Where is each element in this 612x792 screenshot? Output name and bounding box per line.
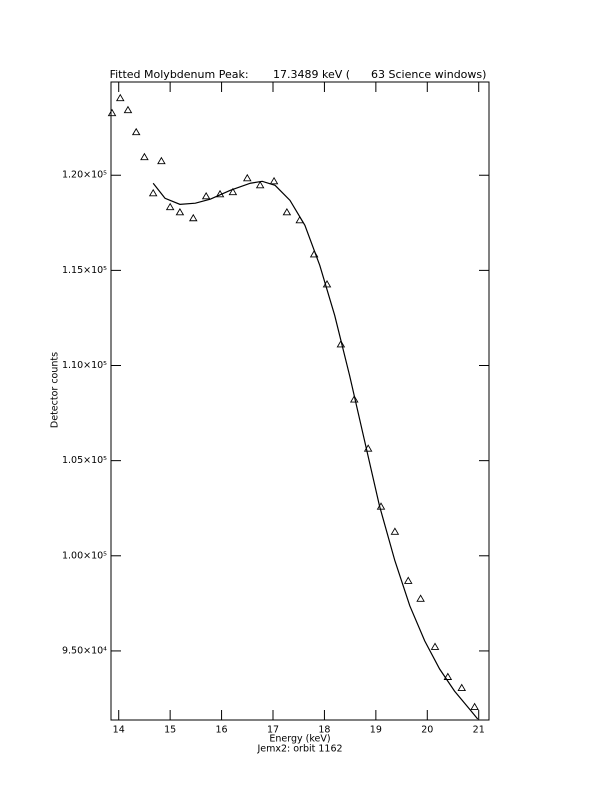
x-tick-label: 19 bbox=[370, 725, 382, 736]
data-point bbox=[282, 207, 292, 216]
data-point bbox=[123, 105, 133, 114]
data-point bbox=[175, 207, 185, 216]
plot-frame bbox=[110, 81, 490, 721]
x-tick-label: 14 bbox=[113, 725, 125, 736]
data-point bbox=[157, 156, 166, 165]
data-point bbox=[148, 188, 158, 197]
data-point bbox=[140, 152, 149, 161]
data-point bbox=[430, 642, 440, 650]
data-point bbox=[457, 683, 467, 691]
data-point bbox=[403, 576, 413, 584]
data-point bbox=[269, 176, 279, 185]
x-tick-label: 16 bbox=[216, 725, 228, 736]
y-axis-label: Detector counts bbox=[50, 352, 61, 428]
y-tick-label: 1.00×10⁵ bbox=[62, 550, 107, 561]
data-point bbox=[165, 202, 175, 211]
data-point bbox=[201, 191, 211, 200]
x-tick-label: 17 bbox=[267, 725, 279, 736]
fit-line bbox=[152, 180, 479, 720]
data-point bbox=[416, 594, 425, 602]
data-point bbox=[443, 672, 453, 680]
x-axis-label: Energy (keV) bbox=[269, 734, 330, 745]
y-tick-label: 1.10×10⁵ bbox=[62, 360, 107, 371]
x-tick-label: 18 bbox=[318, 725, 330, 736]
data-point bbox=[243, 173, 252, 182]
data-point bbox=[189, 213, 198, 222]
y-tick-label: 1.20×10⁵ bbox=[62, 170, 107, 181]
data-point bbox=[349, 395, 359, 403]
data-point bbox=[107, 108, 117, 117]
y-tick-label: 9.50×10⁴ bbox=[62, 645, 107, 656]
chart-title: Fitted Molybdenum Peak: 17.3489 keV ( 63… bbox=[110, 68, 487, 81]
x-tick-label: 20 bbox=[421, 725, 433, 736]
y-tick-label: 1.05×10⁵ bbox=[62, 455, 107, 466]
data-point bbox=[470, 702, 479, 711]
data-point bbox=[131, 127, 141, 136]
data-point bbox=[255, 180, 265, 189]
data-point bbox=[390, 527, 400, 535]
data-point bbox=[115, 93, 125, 102]
x-tick-label: 15 bbox=[164, 725, 176, 736]
data-point bbox=[228, 187, 238, 196]
x-tick-label: 21 bbox=[473, 725, 485, 736]
data-point bbox=[336, 339, 346, 348]
y-tick-label: 1.15×10⁵ bbox=[62, 265, 107, 276]
subtitle: Jemx2: orbit 1162 bbox=[256, 744, 342, 755]
